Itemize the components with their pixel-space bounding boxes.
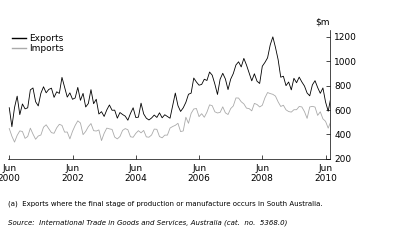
Exports xyxy=(183,101,188,104)
Exports xyxy=(331,94,336,96)
Imports xyxy=(265,91,270,94)
Exports xyxy=(270,35,275,38)
Exports xyxy=(91,102,96,105)
Text: Source:  International Trade in Goods and Services, Australia (cat.  no.  5368.0: Source: International Trade in Goods and… xyxy=(8,219,287,226)
Line: Imports: Imports xyxy=(9,93,344,142)
Line: Exports: Exports xyxy=(9,37,344,127)
Legend: Exports, Imports: Exports, Imports xyxy=(12,34,64,53)
Imports xyxy=(133,132,138,135)
Imports xyxy=(12,141,17,143)
Imports xyxy=(299,106,304,108)
Exports xyxy=(299,81,304,83)
Imports xyxy=(146,136,151,138)
Exports xyxy=(133,116,138,119)
Text: $m: $m xyxy=(315,18,330,27)
Exports xyxy=(342,71,347,73)
Imports xyxy=(7,127,12,130)
Imports xyxy=(183,116,188,118)
Exports xyxy=(10,125,14,128)
Imports xyxy=(342,100,347,103)
Text: (a)  Exports where the final stage of production or manufacture occurs in South : (a) Exports where the final stage of pro… xyxy=(8,201,323,207)
Exports xyxy=(7,106,12,109)
Exports xyxy=(146,119,151,121)
Imports xyxy=(91,129,96,132)
Imports xyxy=(331,117,336,119)
